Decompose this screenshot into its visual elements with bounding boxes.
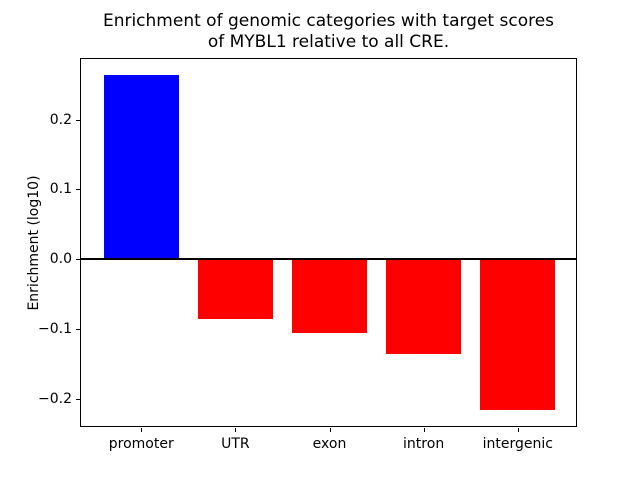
y-tick-label: 0.1 bbox=[49, 181, 72, 198]
y-tick-label: −0.2 bbox=[38, 390, 72, 407]
bar-exon bbox=[291, 259, 368, 334]
bar-intergenic bbox=[480, 259, 556, 410]
x-tick-label-UTR: UTR bbox=[221, 436, 250, 452]
y-tick-label: 0.0 bbox=[49, 251, 72, 268]
y-tick-label: 0.2 bbox=[49, 111, 72, 128]
y-tick-mark bbox=[76, 398, 80, 400]
zero-line bbox=[81, 258, 576, 261]
bar-intron bbox=[385, 259, 462, 355]
y-tick-mark bbox=[76, 119, 80, 121]
y-tick-mark bbox=[76, 259, 80, 261]
x-tick-label-intron: intron bbox=[403, 436, 445, 452]
y-tick-mark bbox=[76, 189, 80, 191]
x-tick-label-promoter: promoter bbox=[108, 436, 174, 452]
chart-title: Enrichment of genomic categories with ta… bbox=[102, 11, 555, 53]
x-tick-mark bbox=[423, 428, 425, 432]
y-tick-mark bbox=[76, 328, 80, 330]
x-tick-label-exon: exon bbox=[312, 436, 347, 452]
bar-UTR bbox=[197, 259, 274, 320]
x-tick-mark bbox=[517, 428, 519, 432]
x-tick-mark bbox=[329, 428, 331, 432]
bar-promoter bbox=[103, 75, 179, 260]
plot-area: 0.2 0.1 0.0 −0.1 −0.2 promoter UTR exon intron in… bbox=[38, 58, 577, 452]
y-tick-label: −0.1 bbox=[38, 320, 72, 337]
x-tick-label-intergenic: intergenic bbox=[482, 436, 553, 452]
x-tick-mark bbox=[141, 428, 143, 432]
x-tick-mark bbox=[235, 428, 237, 432]
